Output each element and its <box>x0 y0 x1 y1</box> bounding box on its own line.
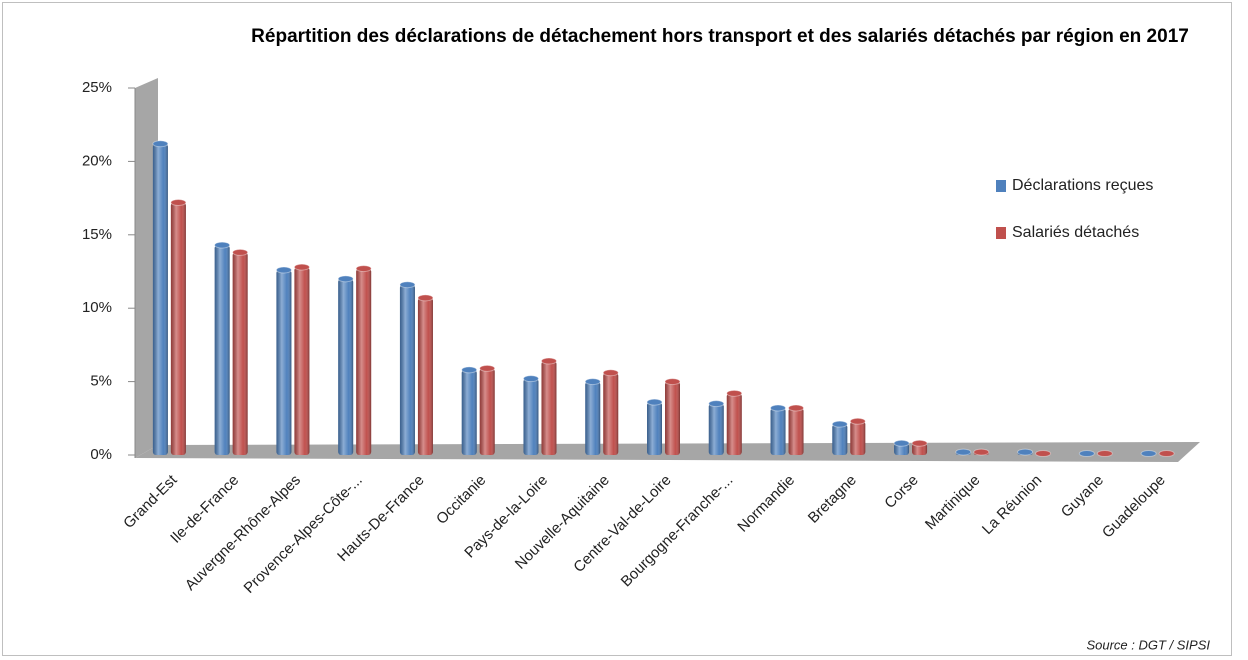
bar-cap <box>337 275 354 283</box>
x-tick-label: Guyane <box>1058 472 1107 521</box>
bar-shine <box>788 408 804 455</box>
bar-cap <box>788 404 805 412</box>
back-wall <box>135 78 158 458</box>
bar-shine <box>912 443 928 455</box>
bar-cap <box>708 400 725 408</box>
bar-cap <box>1158 450 1175 458</box>
y-tick-label: 0% <box>90 446 112 463</box>
bar-shine <box>832 424 848 455</box>
bar-shine <box>461 369 477 455</box>
bar-cap <box>214 241 231 249</box>
bar-shine <box>647 402 662 455</box>
chart-frame <box>2 2 1232 656</box>
bar-cap <box>1140 450 1157 458</box>
bar-shine <box>338 278 354 455</box>
bar-cap <box>646 398 663 406</box>
bar-shine <box>770 408 786 455</box>
bar-cap <box>770 404 787 412</box>
x-tick-label: Guadeloupe <box>1099 472 1169 542</box>
bar-cap <box>584 378 601 386</box>
bar-shine <box>356 268 372 455</box>
y-tick-label: 5% <box>90 373 112 390</box>
bar-cap <box>831 420 848 428</box>
bar-shine <box>294 267 310 455</box>
bar-cap <box>152 140 169 148</box>
bar-shine <box>708 403 724 455</box>
bar-shine <box>541 361 557 455</box>
legend-label: Salariés détachés <box>1012 224 1139 241</box>
source-note: Source : DGT / SIPSI <box>1086 637 1210 652</box>
x-tick-label: Auvergne-Rhône-Alpes <box>182 472 304 594</box>
bar-cap <box>479 364 496 372</box>
bar-cap <box>461 366 478 374</box>
bar-shine <box>665 381 680 455</box>
legend-label: Déclarations reçues <box>1012 177 1153 194</box>
bar-cap <box>355 265 372 273</box>
bar-cap <box>1096 450 1113 458</box>
x-tick-label: Occitanie <box>433 472 489 528</box>
bar-cap <box>275 266 292 274</box>
bar-cap <box>911 439 928 447</box>
y-tick-label: 10% <box>82 299 112 316</box>
bar-cap <box>726 389 743 397</box>
bar-shine <box>603 372 619 455</box>
y-tick-label: 15% <box>82 226 112 243</box>
bar-shine <box>894 443 910 455</box>
x-tick-label: La Réunion <box>979 472 1045 538</box>
legend-swatch <box>996 180 1006 192</box>
bar-shine <box>850 421 866 455</box>
x-tick-label: Normandie <box>734 472 798 536</box>
bar-shine <box>232 252 248 455</box>
bar-cap <box>664 378 681 386</box>
y-tick-label: 25% <box>82 79 112 96</box>
bar-shine <box>585 381 601 455</box>
bar-cap <box>293 263 310 271</box>
bar-cap <box>417 294 434 302</box>
y-tick-label: 20% <box>82 152 112 169</box>
bar-cap <box>849 417 866 425</box>
bar-cap <box>232 248 249 256</box>
bar-cap <box>955 448 972 456</box>
x-tick-label: Corse <box>881 472 921 512</box>
bar-cap <box>973 448 990 456</box>
bar-cap <box>522 375 539 383</box>
bar-cap <box>893 439 910 447</box>
bar-shine <box>479 368 495 455</box>
bar-cap <box>399 281 416 289</box>
bar-shine <box>170 202 186 455</box>
x-tick-label: Bretagne <box>805 472 860 527</box>
bar-shine <box>417 297 433 455</box>
bar-shine <box>152 143 168 455</box>
x-tick-label: Grand-Est <box>120 471 181 532</box>
bar-shine <box>214 245 230 455</box>
x-tick-label: Martinique <box>922 472 984 534</box>
bar-cap <box>1017 448 1034 456</box>
bar-shine <box>523 378 539 455</box>
x-tick-label: Bourgogne-Franche-... <box>618 472 737 591</box>
bar-cap <box>1035 450 1052 458</box>
chart-title: Répartition des déclarations de détachem… <box>251 26 1189 47</box>
bar-cap <box>170 199 187 207</box>
x-tick-label: Provence-Alpes-Côte-... <box>241 472 366 597</box>
bar-cap <box>1078 450 1095 458</box>
bar-shine <box>399 284 415 455</box>
bar-cap <box>540 357 557 365</box>
bar-shine <box>726 393 742 455</box>
bar-shine <box>276 270 292 455</box>
legend-swatch <box>996 227 1006 239</box>
bar-cap <box>602 369 619 377</box>
